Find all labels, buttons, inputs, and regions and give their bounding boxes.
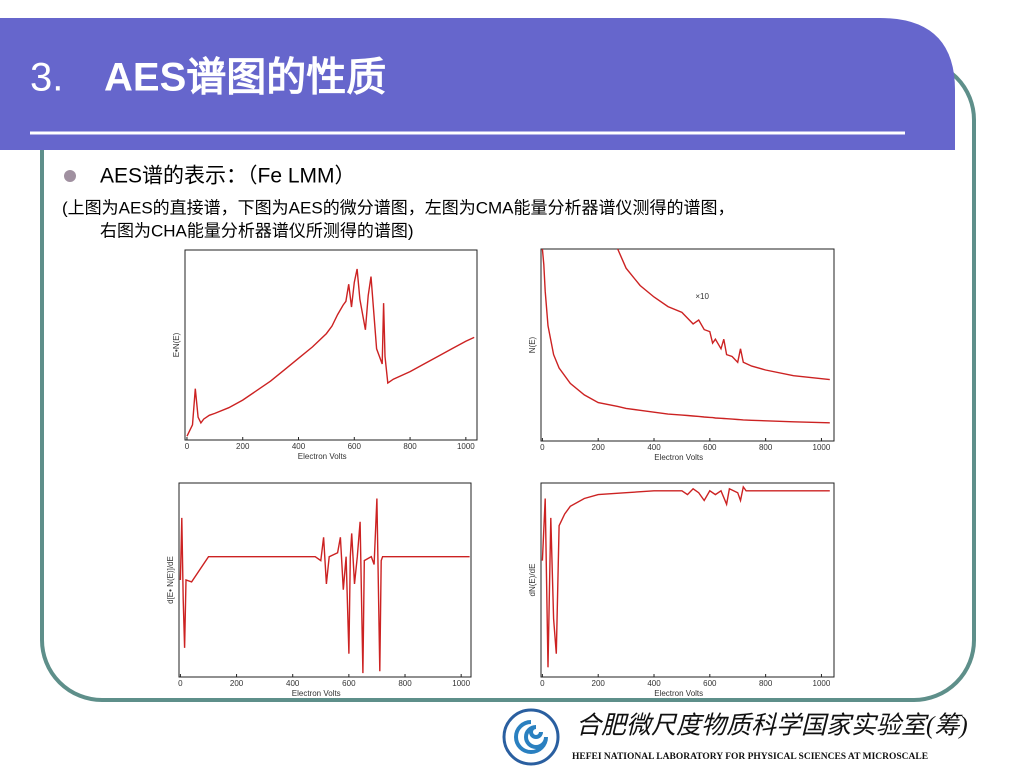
x-tick-label: 400 xyxy=(286,679,300,688)
x-tick-label: 600 xyxy=(342,679,356,688)
x-tick-label: 400 xyxy=(647,679,661,688)
x-axis-label: Electron Volts xyxy=(298,452,347,461)
y-axis-label: dN(E)/dE xyxy=(528,564,537,597)
x-tick-label: 200 xyxy=(592,443,606,452)
plot-frame xyxy=(184,249,478,441)
x-tick-label: 0 xyxy=(178,679,183,688)
x-tick-label: 600 xyxy=(703,679,717,688)
data-line xyxy=(617,248,830,381)
x-tick-label: 0 xyxy=(185,442,190,451)
x-tick-label: 800 xyxy=(403,442,417,451)
bullet-dot xyxy=(64,170,76,182)
bullet-text: AES谱的表示：（Fe LMM） xyxy=(100,165,356,188)
x-tick-label: 200 xyxy=(230,679,244,688)
data-line xyxy=(179,498,470,674)
x-tick-label: 800 xyxy=(398,679,412,688)
title-number: 3. xyxy=(30,56,63,100)
y-axis-label: d[E• N(E)]/dE xyxy=(166,556,175,604)
y-axis-label: E•N(E) xyxy=(172,332,181,357)
x-tick-label: 600 xyxy=(703,443,717,452)
x-axis-label: Electron Volts xyxy=(654,689,703,698)
x-tick-label: 600 xyxy=(348,442,362,451)
x-axis-label: Electron Volts xyxy=(292,689,341,698)
x-tick-label: 800 xyxy=(759,443,773,452)
x-axis-label: Electron Volts xyxy=(654,453,703,462)
logo-ring xyxy=(502,708,560,766)
title-bar xyxy=(0,18,955,150)
annotation: ×10 xyxy=(695,292,709,301)
x-tick-label: 200 xyxy=(592,679,606,688)
x-tick-label: 1000 xyxy=(457,442,475,451)
logo-cn: 合肥微尺度物质科学国家实验室(筹) xyxy=(576,712,968,740)
x-tick-label: 200 xyxy=(236,442,250,451)
x-tick-label: 0 xyxy=(540,679,545,688)
x-tick-label: 1000 xyxy=(813,679,831,688)
x-tick-label: 0 xyxy=(540,443,545,452)
x-tick-label: 400 xyxy=(647,443,661,452)
x-tick-label: 1000 xyxy=(452,679,470,688)
logo-en: HEFEI NATIONAL LABORATORY FOR PHYSICAL S… xyxy=(572,752,928,762)
charts: 0 200 400 600 800 1000 Electron Volts E•N(E) 0 20… xyxy=(166,248,835,698)
x-tick-label: 400 xyxy=(292,442,306,451)
note-line: 右图为CHA能量分析器谱仪所测得的谱图) xyxy=(100,221,414,240)
data-line xyxy=(541,485,830,668)
plot-frame xyxy=(540,248,835,442)
plot-frame xyxy=(178,482,472,678)
data-line xyxy=(541,248,830,424)
x-tick-label: 1000 xyxy=(813,443,831,452)
logo-area xyxy=(498,702,1024,768)
x-tick-label: 800 xyxy=(759,679,773,688)
y-axis-label: N(E) xyxy=(528,336,537,353)
data-line xyxy=(186,268,475,437)
logo-swirl xyxy=(514,720,548,754)
plot-frame xyxy=(540,482,835,678)
title-text: AES谱图的性质 xyxy=(104,56,386,100)
note-line: (上图为AES的直接谱，下图为AES的微分谱图，左图为CMA能量分析器谱仪测得的… xyxy=(62,198,734,217)
